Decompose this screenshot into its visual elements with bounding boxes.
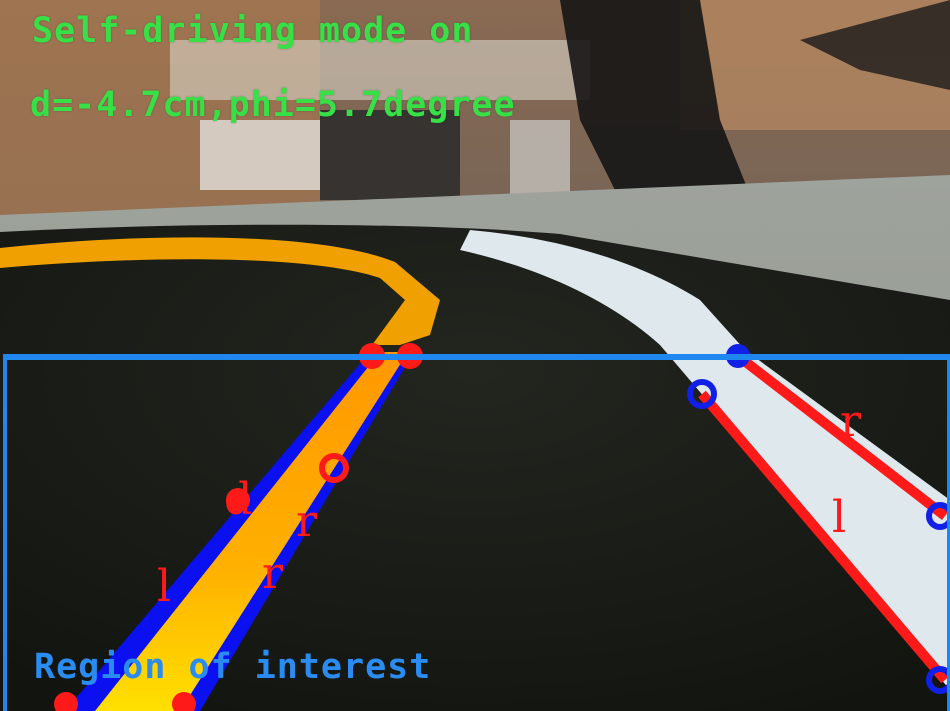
region-of-interest-box	[3, 354, 950, 711]
left-lane-center-tag: d	[224, 474, 253, 525]
right-lane-left-boundary	[698, 390, 949, 684]
keypoint-red	[226, 488, 250, 512]
right-lane-left-edge-tag: l	[832, 492, 847, 543]
shelf	[170, 40, 590, 100]
left-lane-left-edge-tag: l	[157, 561, 172, 612]
keypoint-blue	[687, 379, 717, 409]
self-driving-status: Self-driving mode on	[32, 11, 474, 51]
keypoint-blue	[926, 502, 950, 530]
dark-object	[320, 110, 460, 200]
left-lane-yellow	[95, 352, 408, 711]
keypoint-red	[319, 453, 349, 483]
left-lane-right-edge-lower-tag: r	[262, 548, 284, 599]
lane-metrics: d=-4.7cm,phi=5.7degree	[30, 85, 516, 125]
keypoint-red	[172, 692, 196, 711]
region-of-interest-label: Region of interest	[34, 647, 432, 687]
light-object	[510, 120, 570, 200]
chair-silhouette	[560, 0, 760, 240]
white-box	[200, 120, 320, 190]
left-lane-right-edge-upper-tag: r	[296, 496, 318, 547]
white-lane-line	[460, 230, 950, 690]
chair-arm	[800, 0, 950, 90]
keypoint-red	[54, 692, 78, 711]
right-lane-right-edge-tag: r	[840, 396, 862, 447]
keypoint-blue	[926, 666, 950, 694]
right-lane-right-boundary	[734, 352, 949, 520]
yellow-curve	[0, 237, 440, 345]
